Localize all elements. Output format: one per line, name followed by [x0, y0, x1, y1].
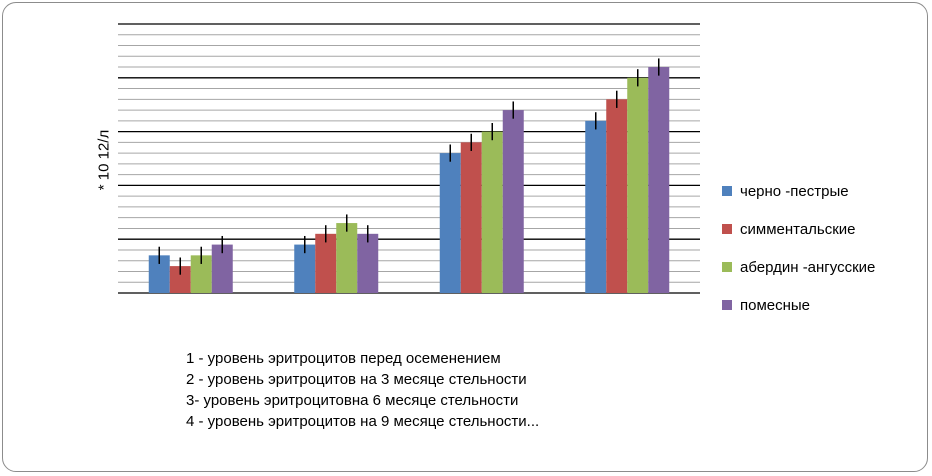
bar — [148, 255, 170, 293]
bar — [648, 67, 670, 293]
bar — [439, 153, 461, 293]
bar — [211, 244, 233, 293]
bar — [585, 120, 607, 293]
legend-label: помесные — [740, 296, 811, 314]
category-notes: 1 - уровень эритроцитов перед осеменение… — [186, 348, 539, 432]
note-category-3: 3- уровень эритроцитовна 6 месяце стельн… — [186, 392, 519, 409]
legend-swatch — [722, 300, 732, 310]
legend-label: симментальские — [740, 220, 856, 238]
bar — [294, 244, 316, 293]
bar — [627, 77, 649, 293]
legend-item: помесные — [722, 286, 875, 324]
note-category-2: 2 - уровень эритроцитов на 3 месяце стел… — [186, 371, 527, 388]
legend-label: черно -пестрые — [740, 182, 849, 200]
legend-swatch — [722, 186, 732, 196]
bar — [169, 266, 191, 293]
legend-swatch — [722, 224, 732, 234]
legend-item: абердин -ангусские — [722, 248, 875, 286]
bar — [606, 99, 628, 293]
note-category-1: 1 - уровень эритроцитов перед осеменение… — [186, 350, 501, 367]
legend-item: черно -пестрые — [722, 172, 875, 210]
bar — [315, 233, 337, 293]
bar — [460, 142, 482, 293]
bar — [357, 233, 379, 293]
note-category-4: 4 - уровень эритроцитов на 9 месяце стел… — [186, 413, 540, 430]
legend-swatch — [722, 262, 732, 272]
legend-item: симментальские — [722, 210, 875, 248]
legend-label: абердин -ангусские — [740, 258, 876, 276]
legend: черно -пестрые симментальские абердин -а… — [722, 172, 875, 324]
y-axis-label: * 10 12/л — [95, 129, 113, 191]
bar — [190, 255, 212, 293]
bar — [336, 223, 358, 293]
bar — [481, 131, 503, 293]
bar — [502, 110, 524, 293]
